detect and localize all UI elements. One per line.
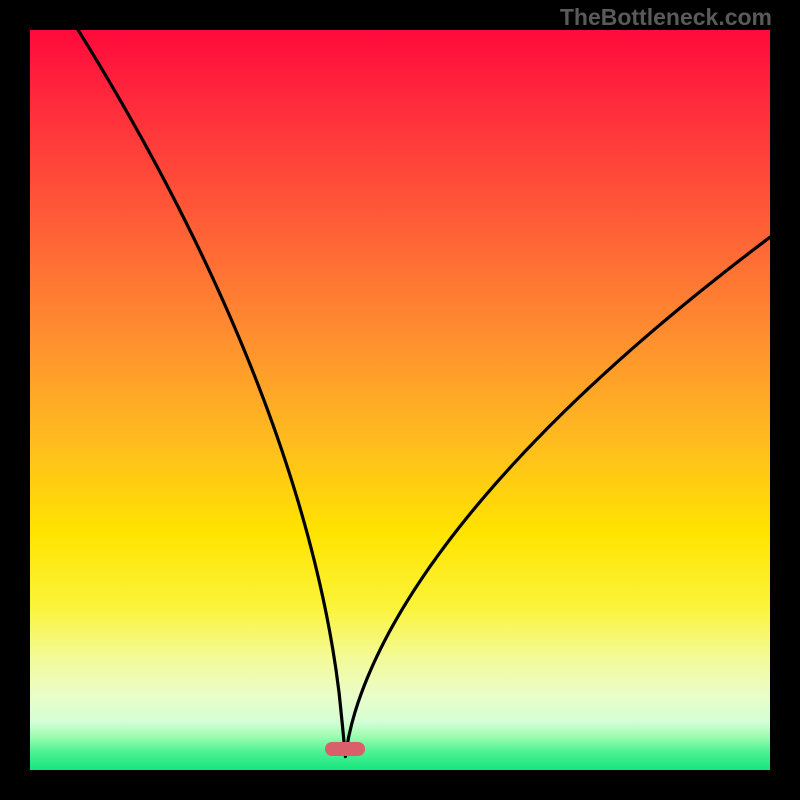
- watermark-text: TheBottleneck.com: [560, 4, 772, 31]
- vertex-marker: [325, 742, 365, 756]
- plot-svg: [30, 30, 770, 770]
- gradient-background: [30, 30, 770, 770]
- plot-area: [30, 30, 770, 770]
